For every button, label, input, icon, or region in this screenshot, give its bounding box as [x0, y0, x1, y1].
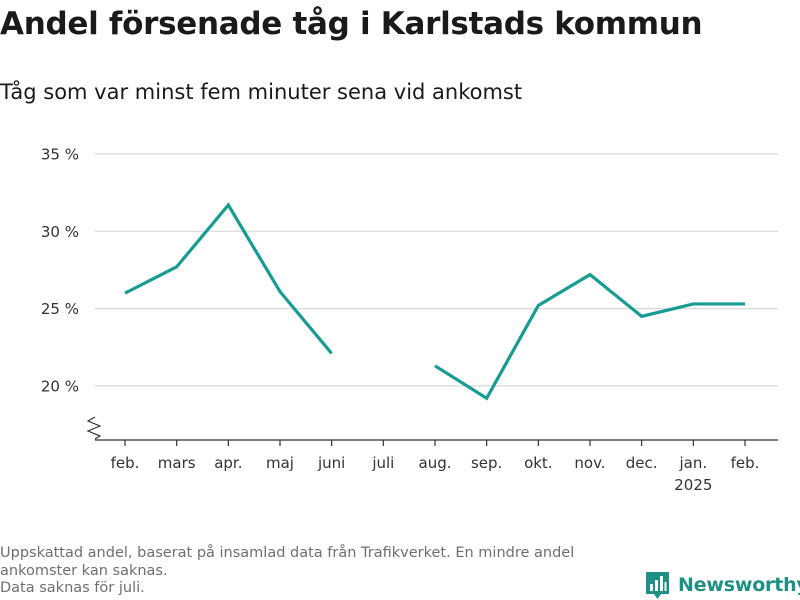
- y-tick-label: 25 %: [41, 300, 79, 318]
- x-tick-label: aug.: [419, 454, 452, 472]
- axis-break-zigzag: [86, 416, 102, 440]
- y-tick-label: 35 %: [41, 146, 79, 164]
- x-tick-label: sep.: [471, 454, 502, 472]
- footnote-line-1: Uppskattad andel, baserat på insamlad da…: [0, 545, 575, 579]
- series-lines: [124, 202, 745, 401]
- line-chart: 20 % 25 % 30 % 35 % feb. mars apr. maj juni juli…: [41, 146, 778, 494]
- x-tick-label: nov.: [574, 454, 605, 472]
- x-tick-label: dec.: [626, 454, 658, 472]
- series-line-segment-1: [124, 202, 333, 355]
- x-tick-label: feb.: [731, 454, 760, 472]
- brand-name: Newsworthy: [678, 574, 800, 596]
- x-tick-label: okt.: [524, 454, 553, 472]
- y-axis-ticks: 20 % 25 % 30 % 35 %: [41, 146, 79, 396]
- x-tick-label: juli: [371, 454, 394, 472]
- x-tick-sublabel: 2025: [674, 476, 712, 494]
- grid-lines: [95, 153, 778, 387]
- footnote: Uppskattad andel, baserat på insamlad da…: [0, 545, 630, 598]
- brand-logo: Newsworthy: [645, 570, 800, 600]
- x-tick-label: maj: [266, 454, 294, 472]
- y-tick-label: 20 %: [41, 377, 79, 395]
- series-line-segment-2: [434, 272, 745, 401]
- chart-subtitle: Tåg som var minst fem minuter sena vid a…: [0, 80, 523, 104]
- x-tick-label: apr.: [214, 454, 242, 472]
- y-tick-label: 30 %: [41, 223, 79, 241]
- footnote-line-2: Data saknas för juli.: [0, 580, 145, 596]
- x-tick-label: mars: [158, 454, 196, 472]
- axis-break-icon: [86, 416, 102, 440]
- x-tick-label: juni: [317, 454, 345, 472]
- x-axis: feb. mars apr. maj juni juli aug. sep. okt. nov. d…: [95, 439, 778, 494]
- x-tick-label: feb.: [111, 454, 140, 472]
- x-tick-label: jan.: [679, 454, 708, 472]
- chart-title: Andel försenade tåg i Karlstads kommun: [0, 6, 703, 42]
- bar-chart-badge-icon: [646, 571, 669, 599]
